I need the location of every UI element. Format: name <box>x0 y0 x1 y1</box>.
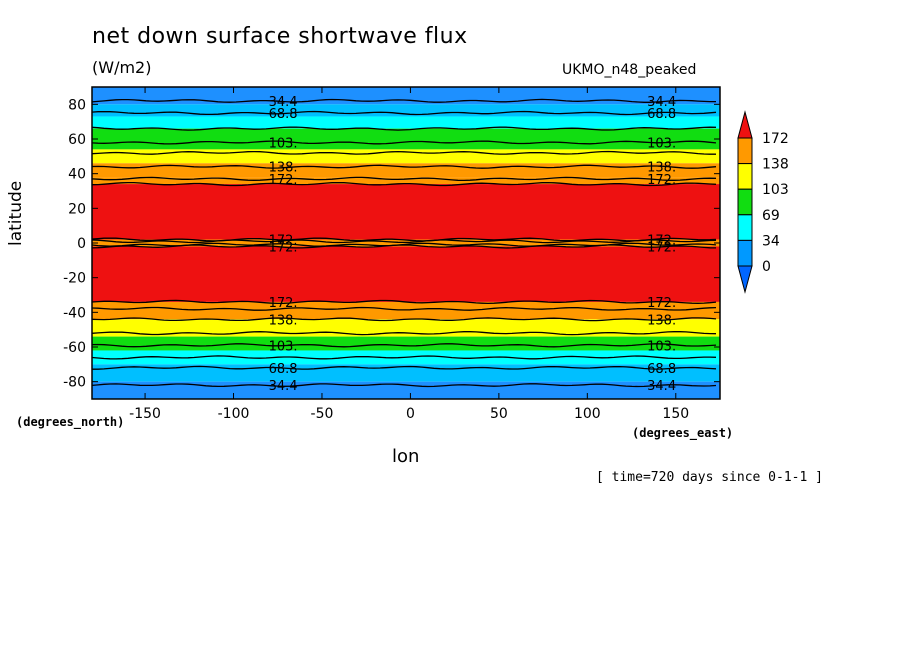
band-11 <box>92 301 720 320</box>
contour-label: 34.4 <box>647 95 676 110</box>
contour-label: 172. <box>269 173 298 188</box>
contour-line-3 <box>91 140 717 145</box>
colorbar-label: 172 <box>762 131 789 147</box>
contour-label: 138. <box>269 161 298 176</box>
x-axis-units: (degrees_east) <box>632 426 734 440</box>
x-tick-label: 50 <box>490 406 508 422</box>
colorbar-segment <box>737 188 753 216</box>
y-tick-label: -60 <box>63 340 86 356</box>
colorbar-label: 103 <box>762 182 789 198</box>
colorbar-label: 69 <box>762 208 780 224</box>
contour-line-14 <box>91 317 717 322</box>
contour-line-9 <box>91 239 717 244</box>
contour-label: 172. <box>269 240 298 255</box>
band-3 <box>92 128 720 139</box>
contour-label: 138. <box>647 313 676 328</box>
x-tick-label: -100 <box>218 406 250 422</box>
contour-label: 172. <box>269 296 298 311</box>
colorbar-segment <box>737 214 753 241</box>
contour-line-8 <box>91 237 717 242</box>
band-10 <box>92 246 720 302</box>
colorbar: 172 138 103 69 34 0 <box>737 110 789 294</box>
colorbar-segment <box>737 137 753 165</box>
contour-label: 68.8 <box>647 362 676 377</box>
y-axis-ticks: 80 60 40 20 0 -20 -40 -60 -80 <box>63 97 720 391</box>
colorbar-over-triangle <box>737 110 753 139</box>
band-4 <box>92 139 720 150</box>
contour-label: 172. <box>647 234 676 249</box>
contour-line-11 <box>91 244 717 249</box>
contour-line-6 <box>91 176 717 182</box>
y-tick-label: 80 <box>68 97 86 113</box>
colorbar-segment <box>737 239 753 267</box>
contour-label: 34.4 <box>269 379 298 394</box>
colorbar-label: 0 <box>762 259 771 275</box>
x-tick-label: -50 <box>311 406 334 422</box>
contour-line-7 <box>91 181 717 187</box>
band-7 <box>92 177 720 185</box>
dataset-label: UKMO_n48_peaked <box>562 62 697 78</box>
colorbar-segment <box>737 163 753 190</box>
contour-label: 138. <box>647 161 676 176</box>
x-tick-label: 150 <box>662 406 689 422</box>
x-tick-label: 100 <box>574 406 601 422</box>
contour-label: 172. <box>269 234 298 249</box>
colorbar-label: 138 <box>762 157 789 173</box>
x-tick-label: -150 <box>129 406 161 422</box>
contour-label: 172. <box>647 240 676 255</box>
contour-label: 103. <box>269 136 298 151</box>
band-6 <box>92 163 720 178</box>
contour-label: 34.4 <box>647 379 676 394</box>
band-13 <box>92 336 720 351</box>
contour-line-19 <box>91 383 717 388</box>
contour-line-16 <box>91 343 717 348</box>
contour-line-0 <box>91 98 716 103</box>
y-tick-label: 40 <box>68 167 86 183</box>
band-5 <box>92 149 720 164</box>
contour-line-17 <box>91 355 717 360</box>
contour-label: 103. <box>647 136 676 151</box>
colorbar-label: 34 <box>762 233 780 249</box>
contour-label: 172. <box>647 173 676 188</box>
contour-label: 172. <box>647 296 676 311</box>
contour-label: 138. <box>269 313 298 328</box>
contour-label: 68.8 <box>269 107 298 122</box>
band-2 <box>92 116 720 129</box>
band-0 <box>92 87 720 105</box>
x-tick-label: 0 <box>406 406 415 422</box>
chart-title: net down surface shortwave flux <box>92 24 468 49</box>
contour-label: 68.8 <box>647 107 676 122</box>
y-axis-units: (degrees_north) <box>16 415 125 429</box>
contour-line-15 <box>91 331 717 336</box>
y-tick-label: 20 <box>68 201 86 217</box>
contour-line-12 <box>91 299 717 305</box>
contour-label: 103. <box>647 339 676 354</box>
x-axis-label: lon <box>392 446 420 467</box>
contour-lines <box>91 98 717 388</box>
contour-line-18 <box>92 365 717 370</box>
y-tick-label: -80 <box>63 375 86 391</box>
x-axis-ticks: -150 -100 -50 0 50 100 150 <box>129 87 689 422</box>
contour-line-5 <box>91 164 717 169</box>
contour-line-4 <box>91 150 716 155</box>
y-tick-label: 60 <box>68 132 86 148</box>
contour-label: 34.4 <box>269 95 298 110</box>
y-tick-label: -40 <box>63 305 86 321</box>
colorbar-under-triangle <box>737 265 753 294</box>
contour-line-1 <box>91 110 717 116</box>
contour-line-13 <box>91 306 717 311</box>
y-tick-label: -20 <box>63 271 86 287</box>
chart-units: (W/m2) <box>92 58 152 77</box>
contour-label: 103. <box>269 339 298 354</box>
band-8 <box>92 184 720 240</box>
contour-line-2 <box>91 126 717 131</box>
contour-label: 68.8 <box>269 362 298 377</box>
y-tick-label: 0 <box>77 236 86 252</box>
time-annotation: [ time=720 days since 0-1-1 ] <box>596 470 823 485</box>
